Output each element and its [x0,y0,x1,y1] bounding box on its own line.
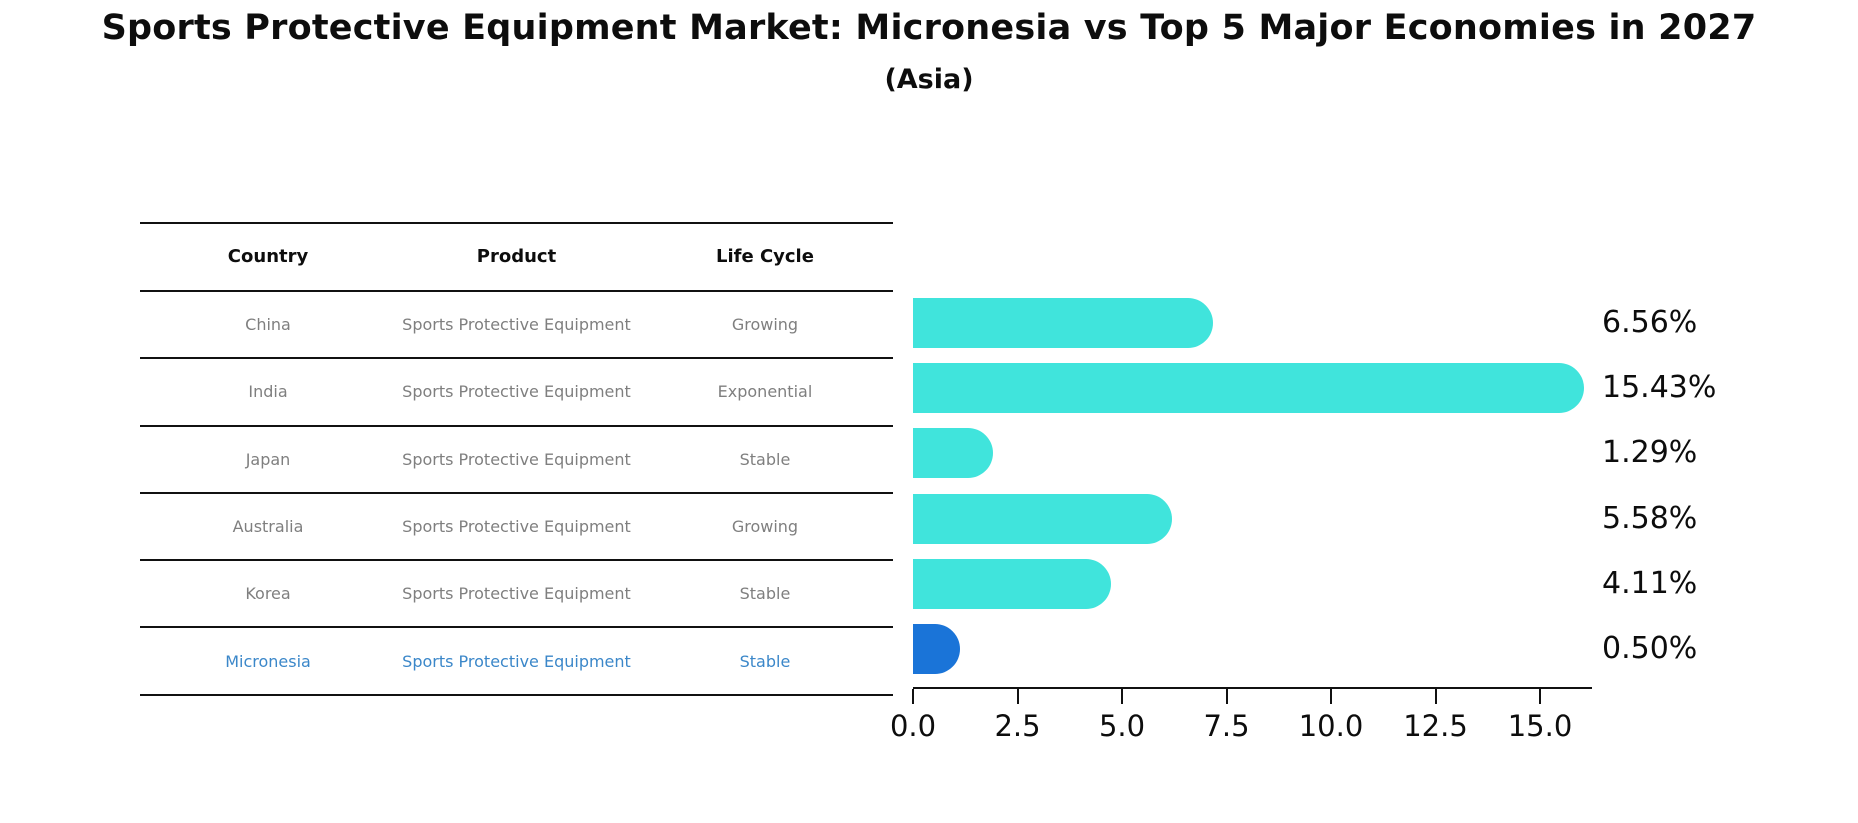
country-cell: China [245,315,291,335]
chart-title: Sports Protective Equipment Market: Micr… [101,8,1757,48]
value-label-india: 15.43% [1602,369,1717,405]
product-cell: Sports Protective Equipment [402,516,631,536]
table-row-korea: Korea Sports Protective Equipment Stable [140,559,893,626]
bar-row [913,421,1603,486]
table-row-australia: Australia Sports Protective Equipment Grow… [140,491,893,559]
country-cell: Australia [232,516,304,536]
product-cell: Sports Protective Equipment [402,382,631,402]
bar-row [913,551,1603,616]
bar-australia [913,493,1173,544]
header-product: Product [476,246,557,268]
lifecycle-cell: Exponential [717,382,813,402]
table-row-india: India Sports Protective Equipment Exponent… [140,357,893,424]
x-tick-label: 7.5 [1203,709,1250,743]
x-axis-line [913,687,1592,689]
x-tick-mark [1225,689,1228,704]
bar-row [913,617,1603,682]
table-row-china: China Sports Protective Equipment Growing [140,290,893,357]
header-life-cycle: Life Cycle [716,246,814,268]
product-cell: Sports Protective Equipment [402,651,631,671]
lifecycle-cell: Growing [731,516,799,536]
value-label-japan: 1.29% [1602,435,1698,471]
table-header-row: Country Product Life Cycle [140,222,893,290]
country-cell: Japan [245,449,291,469]
x-tick-mark [1434,689,1437,704]
chart-subtitle: (Asia) [884,64,974,95]
product-cell: Sports Protective Equipment [402,584,631,604]
bar-plot-area [913,290,1603,682]
table-body: China Sports Protective Equipment Growing I… [140,290,893,696]
country-cell: Korea [245,584,291,604]
x-tick-label: 5.0 [1098,709,1146,743]
country-table: Country Product Life Cycle China Sports Pro… [140,222,893,696]
lifecycle-cell: Stable [739,449,791,469]
bar-row [913,355,1603,420]
bar-japan [913,428,993,479]
table-row-micronesia: Micronesia Sports Protective Equipment Sta… [140,626,893,696]
bar-korea [913,558,1111,609]
x-tick-mark [1539,689,1541,704]
bar-row [913,290,1603,355]
lifecycle-cell: Stable [739,584,791,604]
country-cell: Micronesia [225,651,311,671]
x-tick-label: 0.0 [889,709,937,743]
bar-row [913,486,1603,551]
lifecycle-cell: Growing [731,315,799,335]
value-label-micronesia: 0.50% [1602,631,1698,667]
x-tick-label: 12.5 [1403,709,1468,743]
bar-micronesia [913,624,960,675]
x-tick-label: 15.0 [1507,709,1573,743]
x-tick-mark [912,689,914,704]
value-label-korea: 4.11% [1602,565,1698,601]
x-tick-mark [1016,689,1019,704]
x-tick-label: 2.5 [994,709,1041,743]
x-tick-mark [1330,689,1332,704]
header-country: Country [227,246,309,268]
x-tick-label: 10.0 [1298,709,1364,743]
country-cell: India [248,382,288,402]
value-label-australia: 5.58% [1602,500,1698,536]
table-row-japan: Japan Sports Protective Equipment Stable [140,424,893,492]
product-cell: Sports Protective Equipment [402,315,631,335]
product-cell: Sports Protective Equipment [402,449,631,469]
bar-china [913,297,1214,348]
bar-india [913,362,1584,413]
value-label-china: 6.56% [1602,304,1698,340]
lifecycle-cell: Stable [739,651,791,671]
x-tick-mark [1121,689,1123,704]
